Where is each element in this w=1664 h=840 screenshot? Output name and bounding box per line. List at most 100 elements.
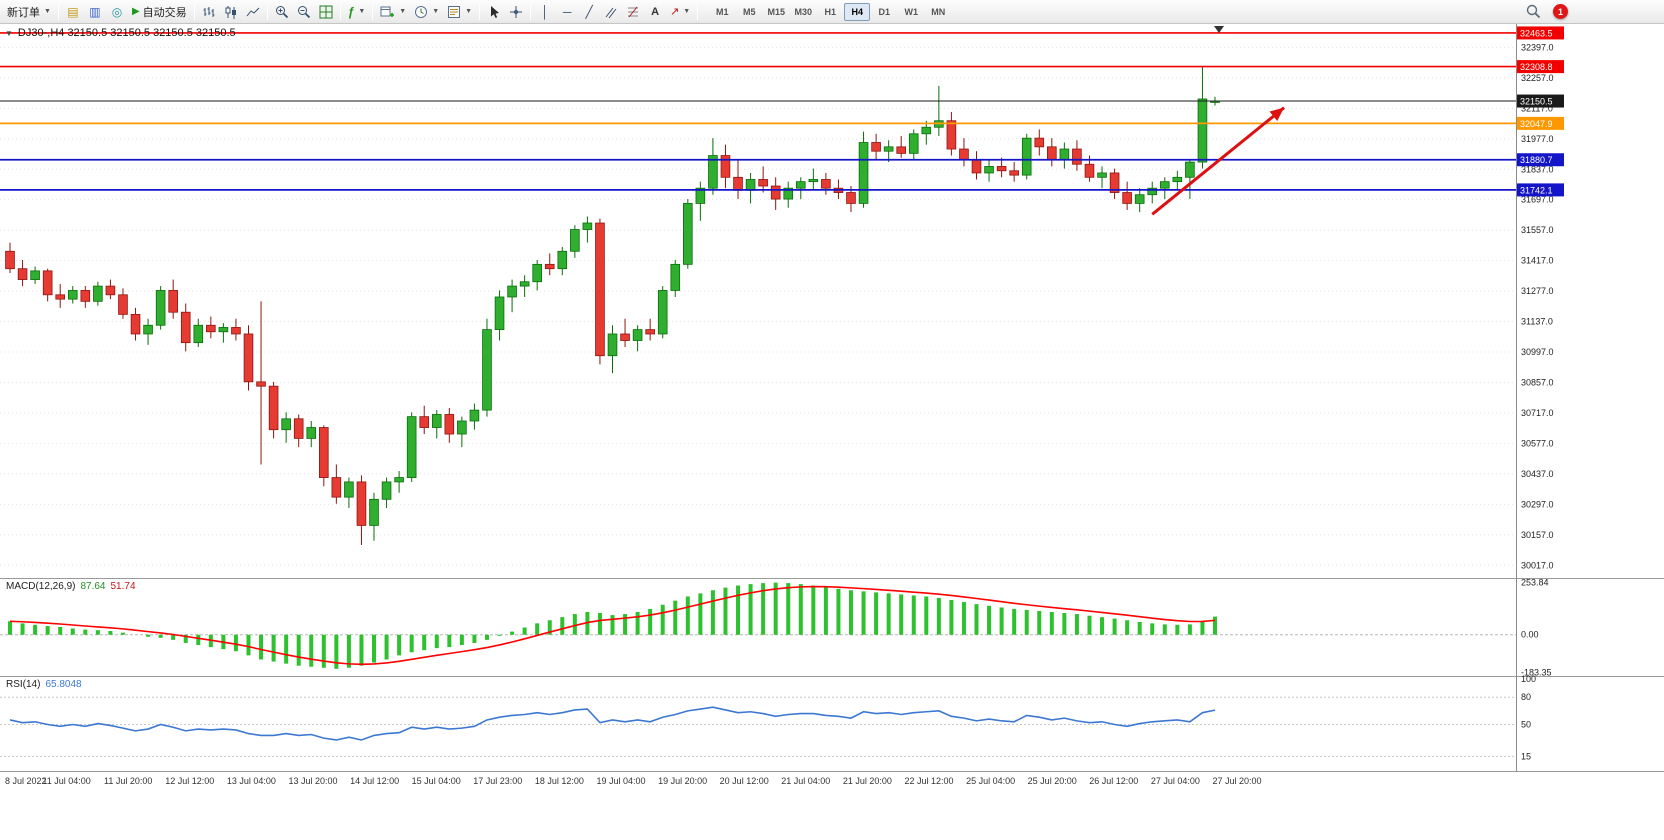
equidistant-channel-icon xyxy=(605,7,617,18)
candle xyxy=(457,420,467,435)
time-axis-label: 19 Jul 20:00 xyxy=(658,776,707,786)
trend-arrow-head xyxy=(1269,107,1285,122)
time-axis-label: 11 Jul 20:00 xyxy=(104,776,152,786)
candle xyxy=(1047,146,1057,161)
toolbar-separator xyxy=(339,3,341,20)
time-axis-label: 27 Jul 04:00 xyxy=(1151,776,1200,786)
new-order-label: 新订单 xyxy=(7,6,40,19)
candle xyxy=(1059,148,1070,161)
candle xyxy=(683,203,693,265)
timeframe-m30[interactable]: M30 xyxy=(794,6,812,17)
tile-windows-button[interactable] xyxy=(315,2,337,22)
candle xyxy=(268,385,279,431)
main-toolbar: 新订单 ▼ ▤ ▥ ◎ ▶ 自动交易 xyxy=(0,0,1664,24)
one-click-trading-toggle[interactable]: ▼ xyxy=(5,28,13,38)
arrows-tool[interactable]: ↗ ▼ xyxy=(666,2,694,22)
candle xyxy=(331,477,342,498)
time-axis-label: 19 Jul 04:00 xyxy=(596,776,645,786)
cursor-button[interactable] xyxy=(483,2,505,22)
text-tool[interactable]: A xyxy=(644,2,666,22)
zoom-out-button[interactable] xyxy=(293,2,315,22)
candle xyxy=(921,126,932,135)
timeframe-m15[interactable]: M15 xyxy=(767,6,785,17)
candle xyxy=(607,333,618,357)
price-axis-label: 31277.0 xyxy=(1521,286,1554,296)
new-order-button[interactable]: 新订单 ▼ xyxy=(3,2,55,22)
timeframe-h4[interactable]: H4 xyxy=(844,2,871,21)
data-window-icon[interactable]: ▥ xyxy=(84,2,106,22)
candle xyxy=(858,142,869,204)
auto-trading-button[interactable]: ▶ 自动交易 xyxy=(128,2,191,22)
price-axis-label: 31417.0 xyxy=(1521,256,1554,266)
candle xyxy=(770,185,781,200)
candle xyxy=(1134,194,1145,204)
candle xyxy=(657,290,668,335)
candle xyxy=(381,481,392,500)
caret-down-icon: ▼ xyxy=(432,8,440,15)
candle xyxy=(130,313,141,335)
candle xyxy=(544,263,555,270)
chart-title: ▼ DJ30-,H4 32150.5 32150.5 32150.5 32150… xyxy=(5,27,236,39)
chart-bars-button[interactable] xyxy=(198,2,220,22)
timeframe-m5[interactable]: M5 xyxy=(742,6,756,17)
timeframe-m1[interactable]: M1 xyxy=(715,6,729,17)
rsi-value: 65.8048 xyxy=(45,679,82,690)
candle xyxy=(93,285,103,302)
candle xyxy=(180,311,191,344)
rsi-line xyxy=(9,706,1216,741)
candle xyxy=(1109,172,1120,193)
data-window-glyph: ▥ xyxy=(89,4,101,19)
navigator-icon[interactable]: ◎ xyxy=(106,2,128,22)
timeframe-h1[interactable]: H1 xyxy=(824,6,836,17)
timeframe-d1[interactable]: D1 xyxy=(878,6,890,17)
candle xyxy=(193,324,204,344)
candle xyxy=(557,250,568,270)
chart-line-button[interactable] xyxy=(242,2,264,22)
price-axis-label: 30437.0 xyxy=(1521,469,1554,479)
candle xyxy=(55,294,66,300)
channel-tool[interactable] xyxy=(600,2,622,22)
candle xyxy=(281,418,291,431)
zoom-in-button[interactable] xyxy=(271,2,293,22)
time-axis-label: 27 Jul 20:00 xyxy=(1212,776,1261,786)
templates-button[interactable]: ▼ xyxy=(443,2,476,22)
timeframe-w1[interactable]: W1 xyxy=(904,6,918,17)
chart-shift-marker[interactable] xyxy=(1214,26,1224,33)
search-icon[interactable] xyxy=(1526,4,1541,19)
candle xyxy=(243,333,254,383)
candle xyxy=(745,179,756,191)
chart-candles-button[interactable] xyxy=(220,2,242,22)
candle xyxy=(344,481,354,498)
time-axis-label: 20 Jul 12:00 xyxy=(720,776,769,786)
indicators-button[interactable]: ƒ ▼ xyxy=(344,2,370,22)
timeframe-mn[interactable]: MN xyxy=(931,6,946,17)
candle xyxy=(620,333,630,341)
market-watch-icon[interactable]: ▤ xyxy=(62,2,84,22)
candle xyxy=(1097,172,1107,178)
candle xyxy=(105,285,116,296)
candle xyxy=(482,329,492,411)
trendline-tool[interactable]: ╱ xyxy=(578,2,600,22)
horizontal-line-tool[interactable]: ─ xyxy=(556,2,578,22)
period-menu-button[interactable]: ▼ xyxy=(410,2,443,22)
candle xyxy=(1185,161,1195,178)
price-line-badge-label: 31880.7 xyxy=(1520,155,1553,165)
macd-label: MACD(12,26,9) xyxy=(6,581,76,592)
candle xyxy=(971,159,982,174)
navigator-glyph: ◎ xyxy=(111,4,123,19)
time-axis-label: 11 Jul 04:00 xyxy=(42,776,90,786)
vertical-line-tool[interactable]: │ xyxy=(534,2,556,22)
new-chart-button[interactable]: ▼ xyxy=(376,2,410,22)
candle xyxy=(356,481,367,526)
price-axis-label: 30297.0 xyxy=(1521,499,1554,509)
candle xyxy=(369,498,379,526)
candle xyxy=(1009,170,1019,176)
caret-down-icon: ▼ xyxy=(465,8,473,15)
fibonacci-tool[interactable] xyxy=(622,2,644,22)
toolbar-separator xyxy=(530,3,532,20)
notification-badge[interactable]: 1 xyxy=(1553,4,1568,19)
trend-arrow[interactable] xyxy=(1151,106,1285,216)
crosshair-button[interactable] xyxy=(505,2,527,22)
toolbar-separator xyxy=(479,3,481,20)
